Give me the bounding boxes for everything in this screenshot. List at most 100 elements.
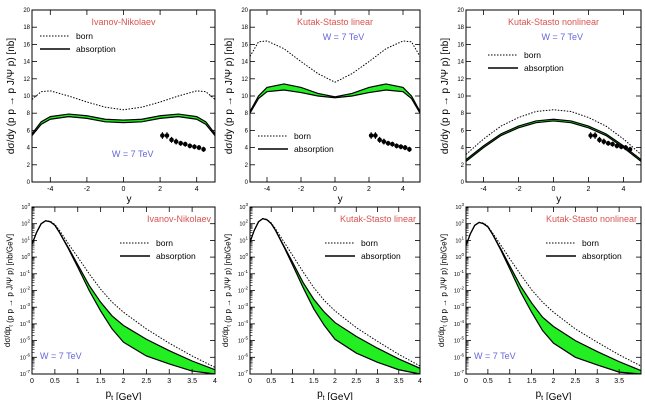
data-point <box>597 137 602 143</box>
y-axis-label-sub: t <box>442 325 448 327</box>
legend-born-label: born <box>582 238 599 248</box>
data-point <box>173 139 179 144</box>
series-absorption-lower-line <box>466 221 641 374</box>
y-axis-label-part: (p p → p J/Ψ p) [nb/GeV] <box>5 234 14 325</box>
panel-3: -4 -2 0 2 4 0 2 4 6 8 10 12 14 16 18 20 y dσ/dy (p p → p … <box>440 8 642 205</box>
y-tick-label: 100 <box>21 252 30 261</box>
x-axis-label-sub: t <box>323 395 325 400</box>
y-tick-label: 16 <box>457 42 464 48</box>
y-tick-exponent: -3 <box>26 302 30 307</box>
x-tick-label: 3.5 <box>394 378 404 385</box>
x-tick-label: 0 <box>30 378 34 385</box>
y-tick-label: 10-3 <box>238 302 249 311</box>
y-axis-label: dσ/dy (p p → p J/Ψ p) [nb] <box>440 38 451 154</box>
x-axis-label: y <box>556 194 561 205</box>
x-tick-label: 2 <box>552 378 556 385</box>
data-point <box>390 141 395 147</box>
plot-area <box>32 90 215 152</box>
energy-label: W = 7 TeV <box>541 32 583 42</box>
panel-6: 0 0.5 1 1.5 2 2.5 3 3.510-710-610-510-410-310-2… <box>437 202 642 400</box>
data-point <box>398 144 404 150</box>
series-absorption-upper-line <box>466 118 641 161</box>
y-tick-label: 102 <box>239 219 248 228</box>
x-tick-label: 4 <box>195 186 199 193</box>
plot-frame <box>465 206 642 375</box>
x-tick-label: 2 <box>158 186 162 193</box>
y-tick-exponent: -2 <box>244 286 248 291</box>
x-tick-label: 3 <box>376 378 380 385</box>
y-tick-exponent: -6 <box>460 352 464 357</box>
legend-born-label: born <box>524 50 541 60</box>
y-tick-exponent: 2 <box>245 219 248 224</box>
y-tick-label: 101 <box>21 235 30 244</box>
y-tick-exponent: 3 <box>461 202 464 207</box>
y-tick-exponent: -6 <box>26 352 30 357</box>
series-absorption-band <box>250 218 420 374</box>
y-tick-label: 12 <box>241 77 248 83</box>
x-tick-label: -2 <box>515 186 521 193</box>
data-point <box>169 137 174 143</box>
y-tick-base: 10 <box>454 305 460 311</box>
y-axis-label: dσ/dpt (p p → p J/Ψ p) [nb/GeV] <box>3 234 14 347</box>
y-tick-exponent: 1 <box>461 235 464 240</box>
x-tick-label: 4 <box>213 378 217 385</box>
x-axis-label-sub: t <box>111 395 113 400</box>
x-tick-label: 0 <box>122 186 126 193</box>
data-point <box>201 147 206 152</box>
y-tick-exponent: -5 <box>460 336 464 341</box>
y-tick-label: 101 <box>455 235 464 244</box>
x-tick-label: 4 <box>401 186 405 193</box>
y-axis-label-sub: t <box>226 325 232 327</box>
y-tick-label: 4 <box>461 146 465 152</box>
y-tick-label: 10-4 <box>238 319 249 328</box>
y-tick-base: 10 <box>238 322 244 328</box>
x-tick-label: 0 <box>552 186 556 193</box>
x-tick-label: 1 <box>291 378 295 385</box>
series-absorption-band <box>32 114 215 136</box>
panel-4: 0 0.5 1 1.5 2 2.5 3 3.5 410-710-610-510-410-310-… <box>3 202 217 400</box>
y-tick-label: 20 <box>241 8 248 14</box>
y-tick-label: 0 <box>245 180 249 186</box>
data-point <box>373 133 378 138</box>
data-point <box>623 145 628 150</box>
y-tick-label: 10-5 <box>454 336 465 345</box>
x-axis-label: y <box>338 194 343 205</box>
y-tick-label: 102 <box>21 219 30 228</box>
series-born-line <box>32 220 215 368</box>
y-tick-label: 8 <box>27 111 31 117</box>
y-tick-label: 10-5 <box>238 336 249 345</box>
x-tick-label: -4 <box>480 186 486 193</box>
x-tick-label: 1.5 <box>309 378 319 385</box>
x-axis-label-sub: t <box>541 395 543 400</box>
y-tick-label: 10-6 <box>454 352 465 361</box>
y-tick-label: 100 <box>455 252 464 261</box>
x-axis-label-part: [GeV] <box>325 392 354 400</box>
x-tick-label: 1.5 <box>96 378 106 385</box>
x-axis-label: pt [GeV] <box>317 389 353 400</box>
y-axis-label-part: dσ/dp <box>3 326 12 347</box>
x-tick-label: 1 <box>508 378 512 385</box>
data-point <box>402 145 408 150</box>
panel-title: Kutak-Stasto nonlinear <box>508 17 599 27</box>
y-tick-label: 4 <box>27 146 31 152</box>
y-tick-base: 10 <box>238 272 244 278</box>
y-tick-label: 20 <box>23 8 30 14</box>
y-tick-base: 10 <box>20 372 26 378</box>
y-tick-label: 103 <box>239 202 248 211</box>
panel-5: 0 0.5 1 1.5 2 2.5 3 3.5 410-710-610-510-410-310-… <box>221 202 422 400</box>
x-tick-label: 2.5 <box>142 378 152 385</box>
legend-absorption-label: absorption <box>524 63 564 73</box>
plot-area <box>250 40 420 152</box>
y-tick-exponent: -5 <box>244 336 248 341</box>
legend-born-label: born <box>76 31 93 41</box>
y-tick-label: 16 <box>241 42 248 48</box>
series-absorption-lower-line <box>32 220 215 374</box>
y-tick-label: 6 <box>245 128 249 134</box>
y-tick-exponent: -6 <box>244 352 248 357</box>
data-point <box>192 144 197 150</box>
x-axis-label-part: [GeV] <box>543 392 572 400</box>
y-tick-base: 10 <box>21 222 27 228</box>
y-tick-base: 10 <box>238 289 244 295</box>
data-point <box>196 145 202 150</box>
panel-1: -4 -2 0 2 4 0 2 4 6 8 10 12 14 16 18 20 y dσ/dy (p p → p … <box>6 8 216 205</box>
